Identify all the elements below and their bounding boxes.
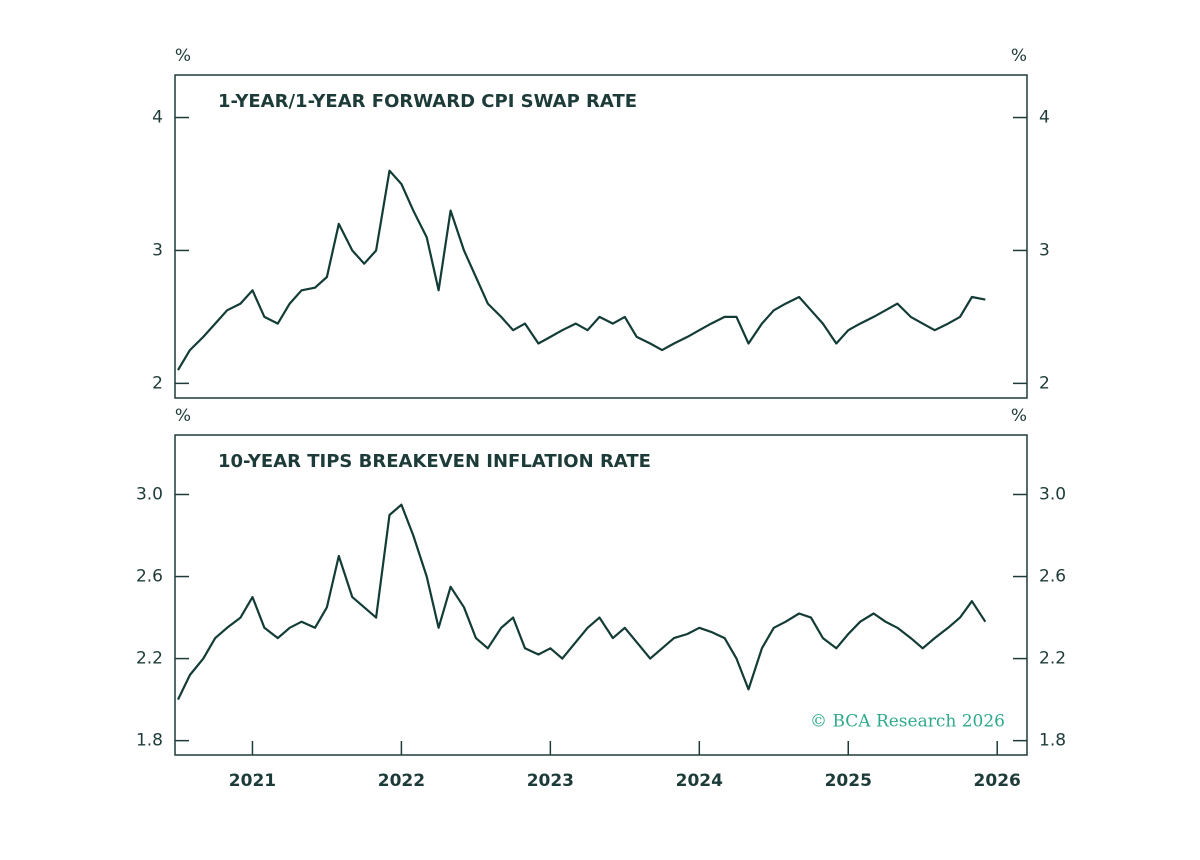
- y-tick-label: 4: [152, 108, 163, 128]
- x-tick-label: 2021: [229, 771, 276, 791]
- chart-title: 1-YEAR/1-YEAR FORWARD CPI SWAP RATE: [218, 91, 637, 112]
- data-line: [177, 169, 986, 371]
- x-tick-label: 2024: [676, 771, 723, 791]
- x-tick-label: 2022: [378, 771, 425, 791]
- plot-frame: [174, 74, 1028, 399]
- y-tick-label: 3.0: [136, 484, 163, 504]
- x-tick-label: 2023: [527, 771, 574, 791]
- watermark: © BCA Research 2026: [810, 712, 1005, 732]
- y-tick-label: 2: [152, 373, 163, 393]
- data-line: [177, 503, 987, 701]
- unit-label: %: [175, 406, 191, 426]
- x-tick-label: 2026: [974, 771, 1021, 791]
- y-tick-label: 1.8: [1039, 731, 1066, 751]
- y-tick-label: 3: [152, 240, 163, 260]
- y-tick-label: 2: [1039, 373, 1050, 393]
- y-tick-label: 4: [1039, 108, 1050, 128]
- unit-label: %: [1011, 46, 1027, 66]
- unit-label: %: [1011, 406, 1027, 426]
- y-tick-label: 2.6: [1039, 567, 1066, 587]
- y-tick-label: 3: [1039, 240, 1050, 260]
- y-tick-label: 1.8: [136, 731, 163, 751]
- chart-title: 10-YEAR TIPS BREAKEVEN INFLATION RATE: [218, 451, 651, 472]
- y-tick-label: 2.2: [136, 649, 163, 669]
- y-tick-label: 2.6: [136, 567, 163, 587]
- y-tick-label: 3.0: [1039, 484, 1066, 504]
- plot-frame: [174, 434, 1028, 756]
- y-tick-label: 2.2: [1039, 649, 1066, 669]
- unit-label: %: [175, 46, 191, 66]
- x-tick-label: 2025: [825, 771, 872, 791]
